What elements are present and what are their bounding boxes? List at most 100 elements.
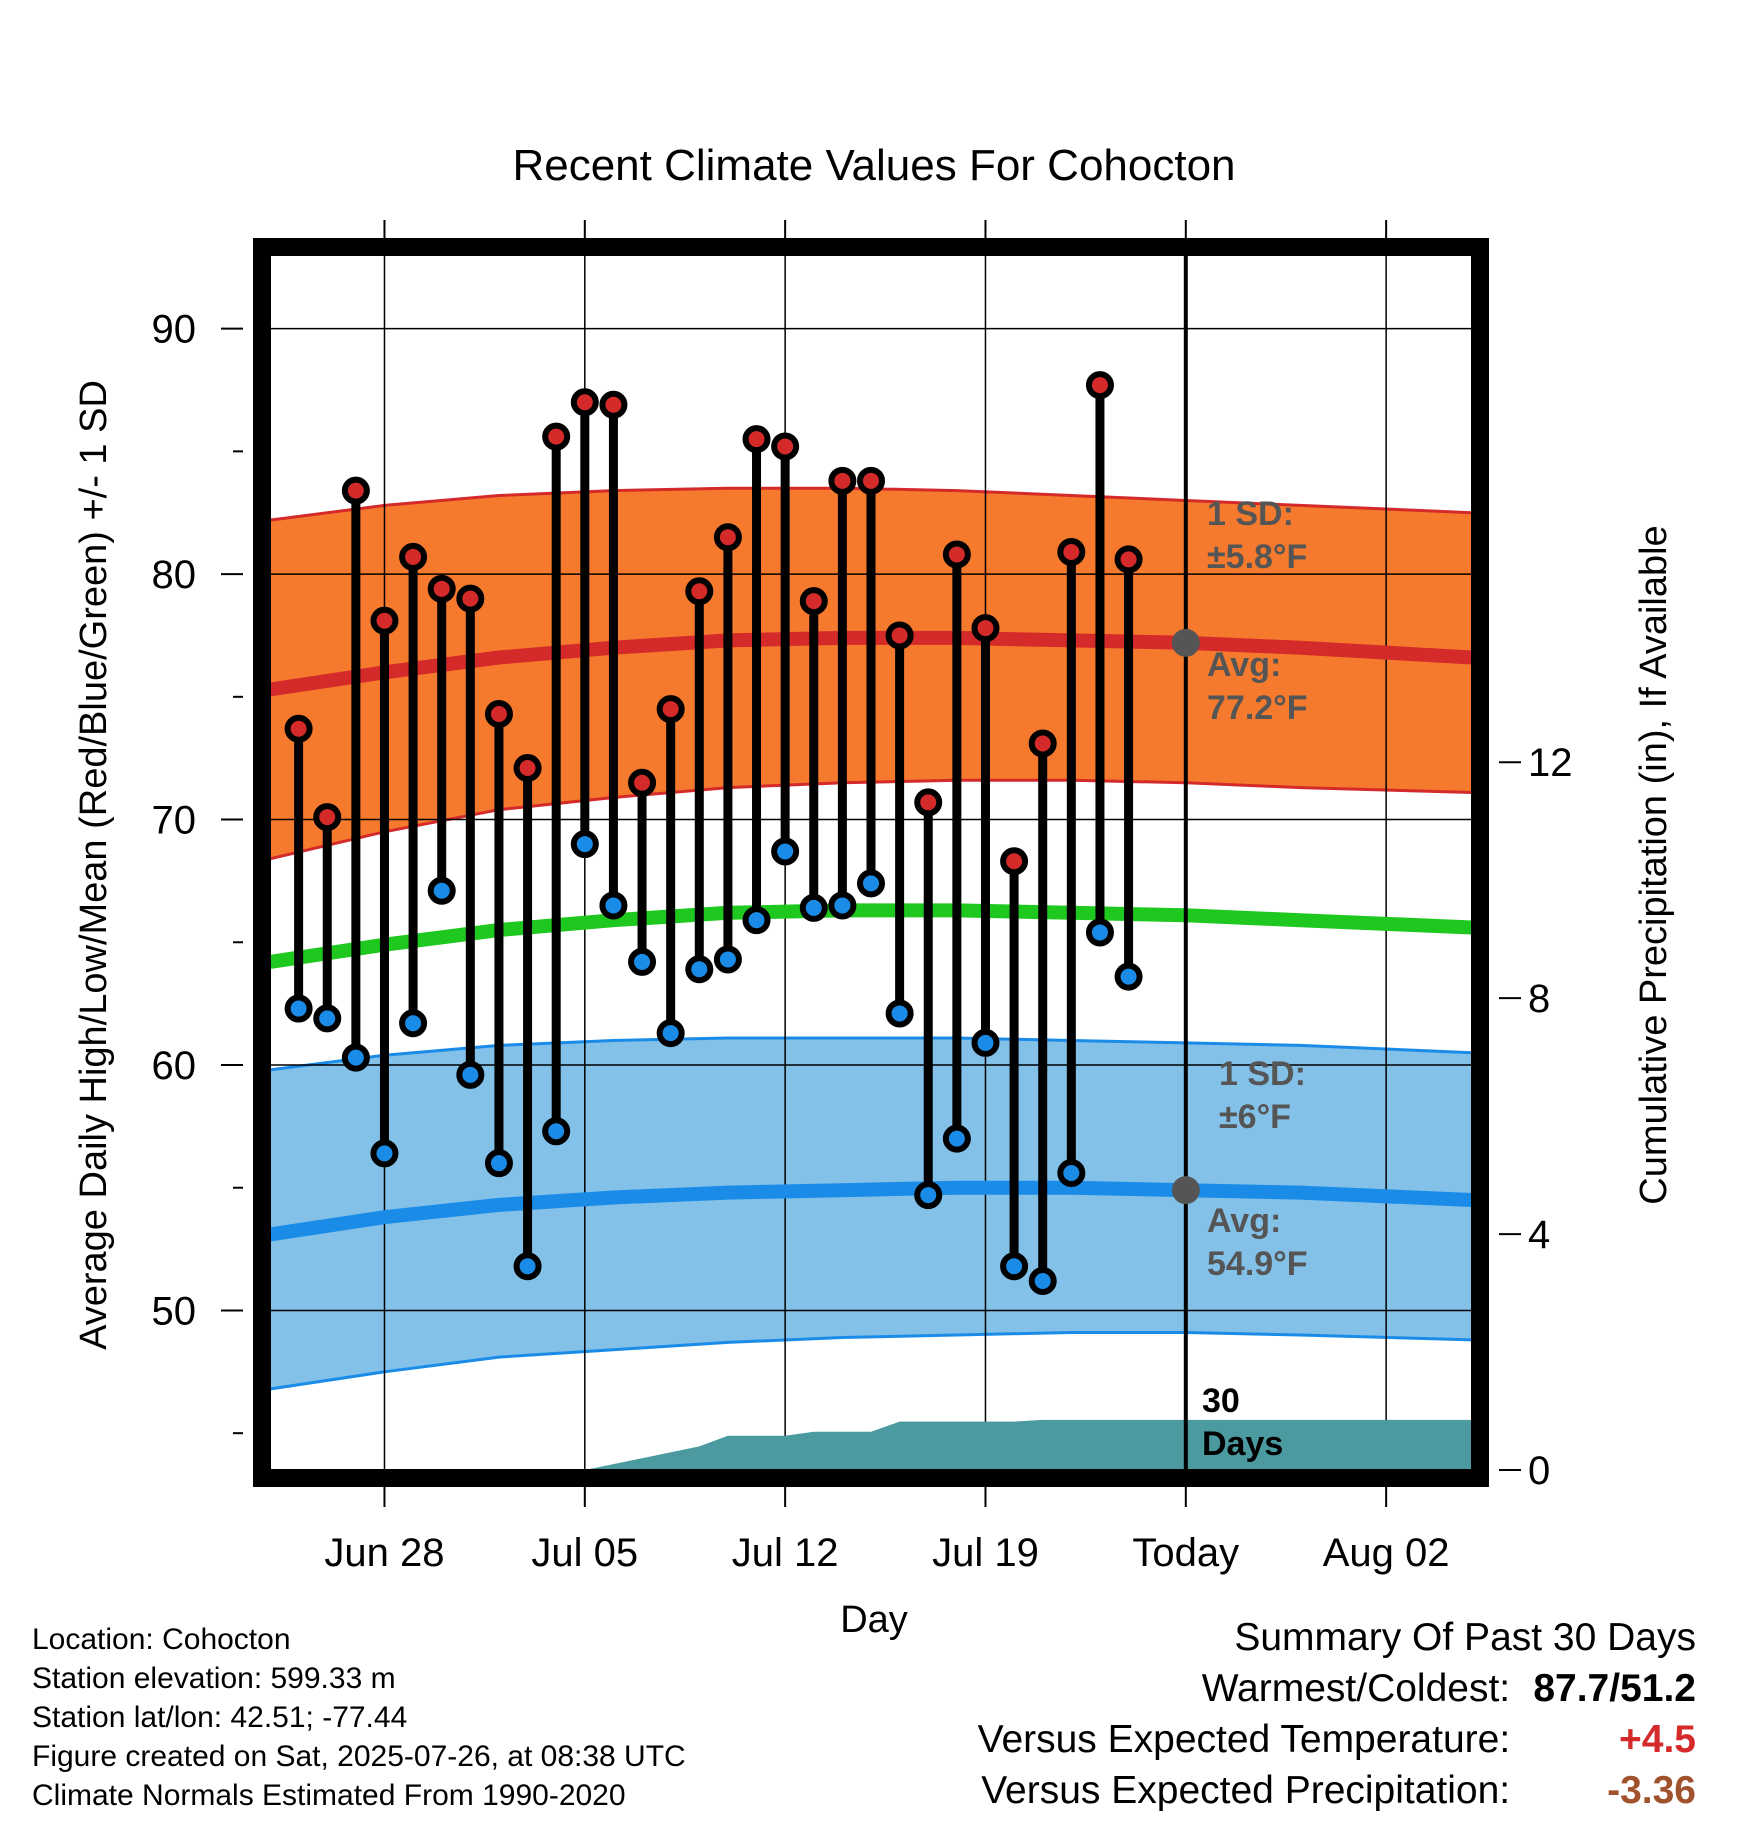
low-sd-lower-line xyxy=(269,1331,1473,1391)
temp-departure-value: +4.5 xyxy=(1619,1718,1696,1761)
y-tick-label: 70 xyxy=(152,799,197,843)
summary-row-temp: Versus Expected Temperature: +4.5 xyxy=(978,1714,1696,1765)
daily-low-point xyxy=(1028,1267,1057,1295)
daily-low-point xyxy=(885,999,914,1028)
daily-low-point xyxy=(456,1060,485,1089)
extremes-value: 87.7/51.2 xyxy=(1533,1667,1696,1710)
daily-low-point xyxy=(1085,918,1114,947)
daily-high-point xyxy=(799,587,828,616)
normal-low-line xyxy=(268,1180,1473,1242)
plot-frame xyxy=(253,238,1489,1487)
today-normal-high-marker xyxy=(1171,628,1200,657)
today-normal-low-marker xyxy=(1171,1176,1200,1205)
daily-high-point xyxy=(771,432,800,461)
y2-tick-label: 4 xyxy=(1528,1213,1550,1257)
normal-mean-line xyxy=(268,903,1473,969)
daily-low-point xyxy=(399,1009,428,1038)
daily-low-point xyxy=(570,830,599,859)
y2-tick-label: 12 xyxy=(1528,741,1573,785)
summary-panel: Summary Of Past 30 Days Warmest/Coldest:… xyxy=(978,1612,1696,1816)
daily-low-point xyxy=(427,876,456,905)
daily-low-point xyxy=(1000,1252,1029,1281)
daily-low-point xyxy=(799,893,828,922)
daily-high-point xyxy=(1085,371,1114,400)
low-sd-upper-line xyxy=(269,1036,1473,1072)
daily-high-point xyxy=(341,476,370,505)
x-axis-ticks: Jun 28 Jul 05 Jul 12 Jul 19 Today Aug 02 xyxy=(324,220,1450,1575)
high-sd-value: ±5.8°F xyxy=(1207,538,1307,576)
daily-low-point xyxy=(1057,1159,1086,1187)
y2-axis-label: Cumulative Precipitation (in), If Availa… xyxy=(1633,525,1675,1204)
daily-high-point xyxy=(885,621,914,650)
daily-low-point xyxy=(1114,962,1143,991)
summary-row-extremes: Warmest/Coldest: 87.7/51.2 xyxy=(978,1663,1696,1714)
x-tick-label: Today xyxy=(1132,1531,1239,1575)
low-avg-label: Avg: xyxy=(1207,1202,1281,1240)
daily-low-point xyxy=(656,1019,685,1048)
x-tick-label: Jul 19 xyxy=(932,1531,1039,1575)
station-metadata: Location: Cohocton Station elevation: 59… xyxy=(32,1620,686,1815)
daily-high-point xyxy=(1028,729,1057,758)
summary-row-precip: Versus Expected Precipitation: -3.36 xyxy=(978,1765,1696,1816)
high-avg-value: 77.2°F xyxy=(1207,689,1308,727)
daily-high-point xyxy=(513,754,542,782)
daily-high-point xyxy=(313,803,342,832)
high-sd-label: 1 SD: xyxy=(1207,495,1294,533)
daily-low-point xyxy=(857,869,885,898)
x-tick-label: Jul 05 xyxy=(531,1531,638,1575)
daily-high-point xyxy=(427,574,456,603)
window-label-1: 30 xyxy=(1202,1382,1240,1420)
daily-high-point xyxy=(284,714,313,743)
observed-series xyxy=(284,371,1143,1295)
temp-departure-label: Versus Expected Temperature: xyxy=(977,1718,1511,1761)
x-axis-label: Day xyxy=(840,1599,908,1641)
daily-high-point xyxy=(370,606,399,635)
elevation-text: Station elevation: 599.33 m xyxy=(32,1662,396,1695)
created-text: Figure created on Sat, 2025-07-26, at 08… xyxy=(32,1740,686,1773)
daily-low-point xyxy=(914,1181,943,1210)
daily-low-point xyxy=(628,947,657,976)
daily-low-point xyxy=(685,955,714,984)
y-tick-label: 60 xyxy=(152,1044,197,1088)
cumulative-precip-area xyxy=(270,1419,1472,1470)
precipitation-area xyxy=(270,1419,1472,1470)
y-axis-label: Average Daily High/Low/Mean (Red/Blue/Gr… xyxy=(73,380,115,1350)
daily-low-point xyxy=(513,1252,542,1281)
normals-text: Climate Normals Estimated From 1990-2020 xyxy=(32,1779,626,1812)
daily-low-point xyxy=(713,945,742,974)
low-sd-band xyxy=(270,1038,1472,1389)
right-axis-ticks: 0 4 8 12 xyxy=(1499,741,1573,1493)
left-axis-ticks: 50 60 70 80 90 xyxy=(152,308,243,1435)
daily-high-point xyxy=(1114,545,1143,574)
daily-high-point xyxy=(914,788,943,817)
daily-high-point xyxy=(742,425,771,454)
daily-high-point xyxy=(828,466,857,495)
x-tick-label: Jul 12 xyxy=(732,1531,839,1575)
daily-low-point xyxy=(484,1149,513,1178)
daily-high-point xyxy=(971,614,1000,643)
daily-low-point xyxy=(971,1028,1000,1057)
daily-low-point xyxy=(542,1117,571,1146)
daily-high-point xyxy=(1000,847,1029,876)
daily-high-point xyxy=(542,422,571,451)
daily-low-point xyxy=(942,1124,971,1153)
extremes-label: Warmest/Coldest: xyxy=(1201,1667,1511,1710)
high-avg-label: Avg: xyxy=(1207,646,1281,684)
y-tick-label: 90 xyxy=(152,308,197,352)
x-tick-label: Aug 02 xyxy=(1323,1531,1450,1575)
y2-tick-label: 8 xyxy=(1528,977,1550,1021)
x-tick-label: Jun 28 xyxy=(324,1531,444,1575)
daily-high-point xyxy=(628,768,657,797)
daily-high-point xyxy=(484,700,513,728)
summary-title: Summary Of Past 30 Days xyxy=(1234,1616,1696,1659)
daily-high-point xyxy=(942,540,971,569)
low-avg-value: 54.9°F xyxy=(1207,1245,1308,1283)
daily-low-point xyxy=(599,891,628,920)
daily-low-point xyxy=(370,1139,399,1168)
precip-departure-value: -3.36 xyxy=(1607,1769,1696,1812)
low-sd-label: 1 SD: xyxy=(1219,1055,1306,1093)
window-label-2: Days xyxy=(1202,1425,1283,1463)
daily-low-point xyxy=(742,906,771,935)
daily-high-point xyxy=(570,388,599,417)
